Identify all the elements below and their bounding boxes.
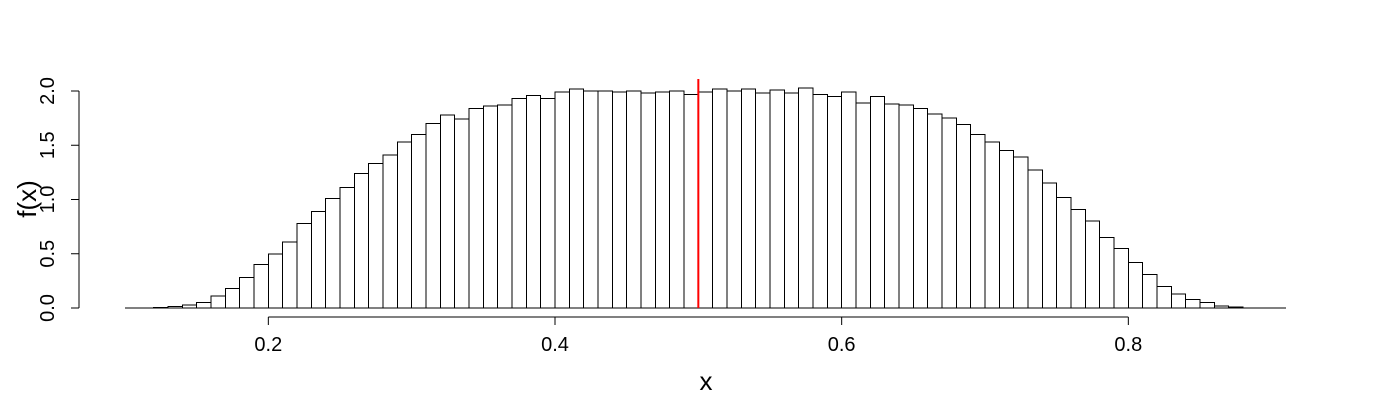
histogram-bar bbox=[1013, 156, 1029, 309]
histogram-bar bbox=[841, 91, 857, 309]
histogram-bar bbox=[468, 107, 484, 309]
histogram-bar bbox=[941, 117, 957, 309]
histogram-bar bbox=[253, 264, 269, 309]
histogram-bar bbox=[697, 91, 714, 309]
histogram-bar bbox=[224, 287, 241, 309]
histogram-bar bbox=[1156, 285, 1172, 309]
histogram-bar bbox=[998, 150, 1015, 309]
histogram-bar bbox=[683, 93, 699, 309]
histogram-bar bbox=[339, 187, 355, 309]
histogram-bar bbox=[210, 295, 226, 309]
histogram-bar bbox=[1070, 208, 1086, 309]
histogram-bar bbox=[583, 90, 599, 309]
x-tick-label: 0.6 bbox=[828, 334, 856, 356]
histogram-bar bbox=[568, 88, 585, 309]
x-tick-label: 0.8 bbox=[1114, 334, 1142, 356]
x-tick-label: 0.2 bbox=[254, 334, 282, 356]
histogram-bars bbox=[125, 87, 1286, 309]
histogram-bar bbox=[425, 123, 441, 309]
histogram-bar bbox=[769, 89, 785, 309]
histogram-bar bbox=[611, 91, 628, 309]
histogram-bar bbox=[454, 118, 470, 309]
histogram-bar bbox=[1199, 302, 1215, 309]
histogram-bar bbox=[511, 98, 527, 309]
histogram-bar bbox=[812, 93, 828, 309]
histogram-bar bbox=[927, 113, 943, 309]
histogram-bar bbox=[353, 172, 370, 309]
histogram-bar bbox=[1127, 261, 1144, 309]
histogram-bar bbox=[884, 103, 900, 309]
histogram-bar bbox=[1027, 169, 1043, 309]
histogram-bar bbox=[482, 105, 499, 309]
histogram-bar bbox=[669, 90, 685, 309]
histogram-bar bbox=[798, 87, 814, 309]
y-tick-label: 2.0 bbox=[37, 77, 59, 105]
histogram-bar bbox=[955, 124, 972, 309]
histogram-bar bbox=[626, 90, 642, 309]
histogram-bar bbox=[783, 92, 800, 309]
histogram-bar bbox=[984, 141, 1000, 309]
histogram-bar bbox=[1084, 220, 1101, 309]
histogram-bar bbox=[898, 104, 914, 309]
histogram-bar bbox=[726, 90, 742, 309]
histogram-bar bbox=[439, 114, 456, 309]
histogram-bar bbox=[239, 277, 255, 309]
histogram-bar bbox=[525, 94, 542, 309]
histogram-bar bbox=[368, 163, 384, 309]
histogram-bar bbox=[325, 197, 341, 309]
histogram-bar bbox=[912, 107, 929, 309]
histogram-bar bbox=[296, 222, 312, 309]
histogram-bar bbox=[1099, 236, 1115, 309]
histogram-bar bbox=[267, 253, 284, 309]
histogram-bar bbox=[196, 302, 212, 309]
histogram-bar bbox=[1185, 298, 1201, 309]
y-tick-label: 1.5 bbox=[37, 131, 59, 159]
y-axis-title: f(x) bbox=[12, 180, 42, 218]
histogram-bar bbox=[1142, 273, 1158, 309]
histogram-bar bbox=[382, 154, 398, 309]
histogram-bar bbox=[1170, 293, 1187, 309]
histogram-bar bbox=[869, 95, 886, 309]
x-tick-label: 0.4 bbox=[541, 334, 569, 356]
histogram-bar bbox=[654, 91, 671, 309]
histogram-bar bbox=[1113, 247, 1129, 309]
histogram-bar bbox=[540, 98, 556, 309]
histogram-bar bbox=[310, 210, 327, 309]
histogram-bar bbox=[970, 133, 986, 309]
x-axis: 0.2 0.4 0.6 0.8 bbox=[254, 316, 1142, 356]
histogram-bar bbox=[396, 141, 413, 309]
histogram-bar bbox=[755, 92, 771, 309]
histogram-bar bbox=[1056, 196, 1072, 309]
histogram-bar bbox=[282, 241, 298, 309]
y-tick-label: 0.0 bbox=[37, 294, 59, 322]
histogram-bar bbox=[826, 95, 843, 309]
histogram-bar bbox=[554, 91, 570, 309]
x-axis-title: x bbox=[700, 366, 713, 396]
histogram-bar bbox=[640, 92, 656, 309]
y-axis: 0.0 0.5 1.0 1.5 2.0 bbox=[37, 77, 80, 322]
histogram-bar bbox=[1041, 182, 1058, 309]
histogram-bar bbox=[712, 88, 728, 309]
histogram-bar bbox=[855, 102, 871, 309]
histogram-bar bbox=[411, 133, 427, 309]
histogram-bar bbox=[597, 90, 613, 309]
y-tick-label: 1.0 bbox=[37, 186, 59, 214]
histogram-bar bbox=[740, 88, 757, 309]
histogram-bar bbox=[497, 104, 513, 309]
y-tick-label: 0.5 bbox=[37, 240, 59, 268]
